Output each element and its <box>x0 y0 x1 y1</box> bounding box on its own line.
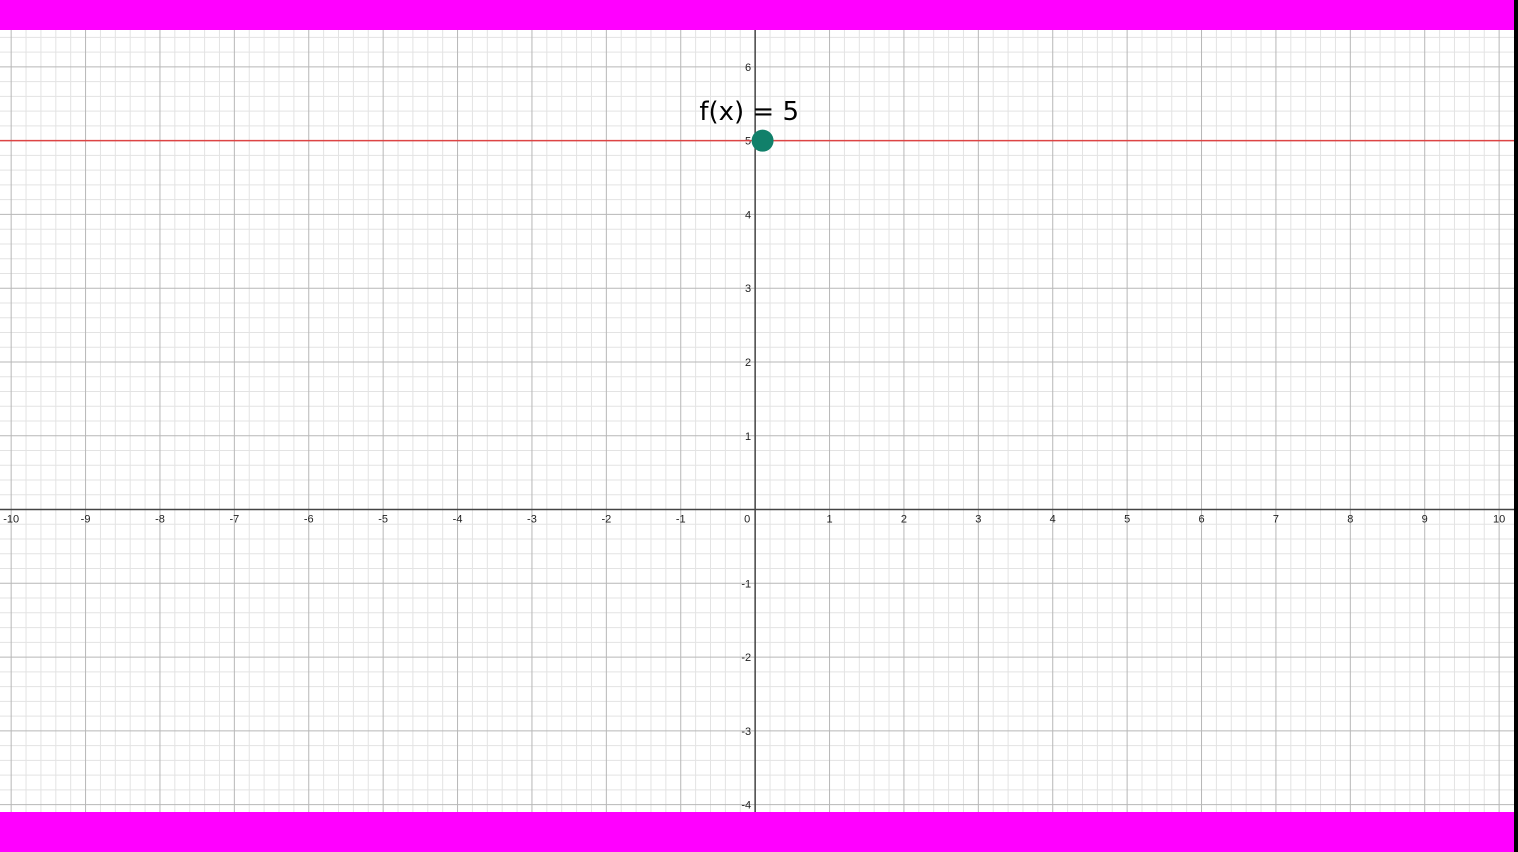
x-tick-label: 4 <box>1050 514 1056 526</box>
y-tick-label: 6 <box>745 62 751 74</box>
x-tick-label: 10 <box>1493 514 1505 526</box>
y-tick-label: -2 <box>741 652 751 664</box>
y-tick-label: 4 <box>745 209 751 221</box>
x-tick-label: 0 <box>744 514 750 526</box>
x-tick-label: -8 <box>155 514 165 526</box>
x-tick-label: -10 <box>3 514 19 526</box>
bottom-frame-band <box>0 812 1514 852</box>
x-tick-label: -1 <box>676 514 686 526</box>
x-tick-label: 1 <box>826 514 832 526</box>
y-tick-label: 5 <box>745 136 751 148</box>
x-tick-label: 2 <box>901 514 907 526</box>
x-tick-label: -5 <box>378 514 388 526</box>
x-tick-label: 5 <box>1124 514 1130 526</box>
y-tick-label: 2 <box>745 357 751 369</box>
function-point <box>751 129 774 152</box>
x-tick-label: -4 <box>453 514 463 526</box>
x-tick-label: 6 <box>1198 514 1204 526</box>
x-tick-label: 8 <box>1347 514 1353 526</box>
x-tick-label: -9 <box>81 514 91 526</box>
y-tick-label: 3 <box>745 283 751 295</box>
y-tick-label: 1 <box>745 431 751 443</box>
graph-plot[interactable]: -10 -9 -8 -7 -6 -5 -4 -3 -2 -1 0 1 2 3 4 5 6 7 8 9 10654321-… <box>0 30 1514 812</box>
x-tick-label: -3 <box>527 514 537 526</box>
x-tick-label: -2 <box>601 514 611 526</box>
x-tick-label: -6 <box>304 514 314 526</box>
x-tick-label: 9 <box>1422 514 1428 526</box>
y-tick-label: -3 <box>741 726 751 738</box>
x-tick-label: 7 <box>1273 514 1279 526</box>
y-tick-label: -1 <box>741 578 751 590</box>
function-label: f(x) = 5 <box>699 97 799 127</box>
top-frame-band <box>0 0 1514 30</box>
x-tick-label: -7 <box>229 514 239 526</box>
x-tick-label: 3 <box>975 514 981 526</box>
y-tick-label: -4 <box>741 800 751 812</box>
